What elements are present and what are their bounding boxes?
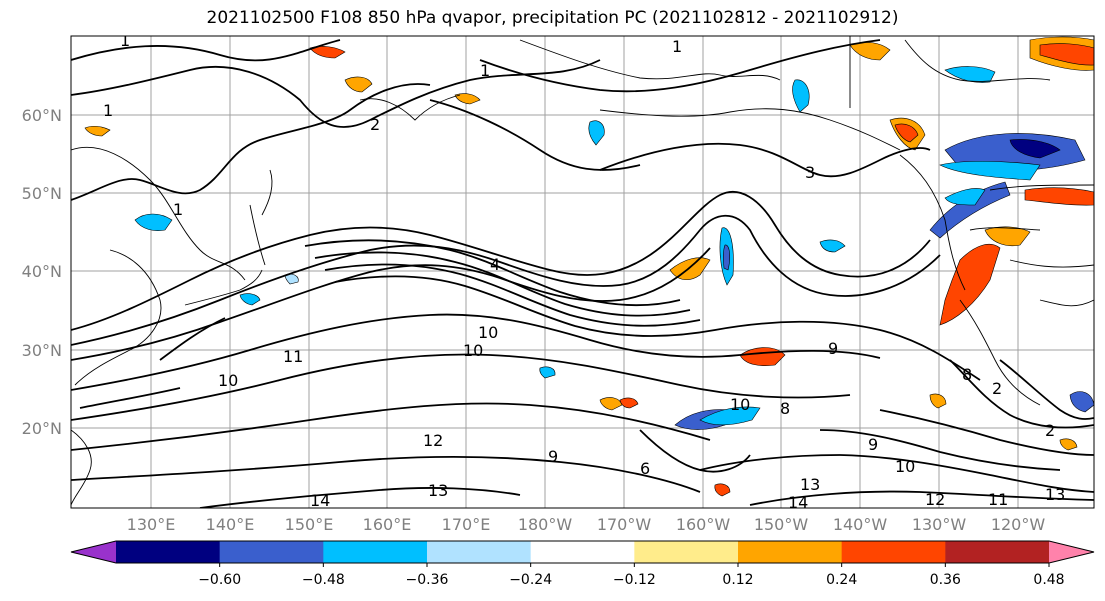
colorbar-tick-label: −0.24 — [509, 572, 552, 588]
map-panel: 1 1 1 1 2 3 4 10 10 11 10 12 13 14 9 9 9… — [71, 31, 1094, 512]
colorbar-segment — [634, 541, 739, 563]
contour-label: 10 — [218, 371, 238, 390]
contour-label: 13 — [428, 481, 448, 500]
contour-label: 1 — [103, 101, 113, 120]
lon-label: 140°W — [833, 515, 888, 534]
colorbar-tick-label: −0.60 — [198, 572, 241, 588]
lon-label: 120°W — [991, 515, 1046, 534]
colorbar-tick-label: 0.24 — [826, 572, 857, 588]
colorbar-tick-label: 0.48 — [1033, 572, 1064, 588]
qvapor-contours — [71, 39, 1094, 508]
contour-label: 10 — [463, 341, 483, 360]
colorbar-extend-min — [71, 541, 116, 563]
map-frame — [70, 35, 1095, 509]
lon-label: 150°W — [754, 515, 809, 534]
lon-label: 140°E — [206, 515, 255, 534]
colorbar-outline — [70, 540, 1095, 564]
lon-label: 170°E — [442, 515, 491, 534]
gridlines — [71, 36, 1094, 508]
colorbar-tick-label: −0.12 — [613, 572, 656, 588]
colorbar-tick-label: −0.36 — [406, 572, 449, 588]
colorbar: −0.60 −0.48 −0.36 −0.24 −0.12 0.12 0.24 0.36 0.4… — [70, 540, 1095, 588]
contour-label: 11 — [283, 347, 303, 366]
contour-label: 3 — [805, 163, 815, 182]
lat-label: 20°N — [22, 419, 62, 438]
lat-label: 30°N — [22, 341, 62, 360]
longitude-axis: 130°E 140°E 150°E 160°E 170°E 180°W 170°… — [127, 515, 1046, 534]
contour-label: 9 — [828, 339, 838, 358]
colorbar-segment — [116, 541, 221, 563]
coastlines — [71, 36, 1094, 506]
contour-label: 2 — [1045, 421, 1055, 440]
contour-label: 10 — [895, 457, 915, 476]
lon-label: 160°W — [676, 515, 731, 534]
contour-label: 9 — [548, 447, 558, 466]
latitude-axis: 60°N 50°N 40°N 30°N 20°N — [22, 106, 62, 438]
contour-label: 11 — [988, 490, 1008, 509]
colorbar-segment — [945, 541, 1050, 563]
contour-label: 10 — [730, 395, 750, 414]
colorbar-tick-label: −0.48 — [302, 572, 345, 588]
lon-label: 130°E — [127, 515, 176, 534]
contour-label: 10 — [478, 323, 498, 342]
lon-label: 130°W — [912, 515, 967, 534]
contour-label: 1 — [173, 200, 183, 219]
map-title: 2021102500 F108 850 hPa qvapor, precipit… — [206, 8, 899, 28]
contour-label: 1 — [480, 61, 490, 80]
contour-label: 2 — [992, 379, 1002, 398]
colorbar-segment — [219, 541, 324, 563]
lon-label: 160°E — [363, 515, 412, 534]
colorbar-segment — [323, 541, 428, 563]
colorbar-tick-label: 0.36 — [930, 572, 961, 588]
precipitation-shading — [84, 36, 1094, 497]
colorbar-tick-label: 0.12 — [722, 572, 753, 588]
contour-label: 4 — [490, 255, 500, 274]
colorbar-segment — [530, 541, 635, 563]
contour-labels: 1 1 1 1 2 3 4 10 10 11 10 12 13 14 9 9 9… — [103, 31, 1065, 512]
contour-label: 6 — [640, 459, 650, 478]
contour-label: 14 — [310, 491, 330, 510]
contour-label: 14 — [788, 493, 808, 512]
contour-label: 13 — [800, 475, 820, 494]
lon-label: 150°E — [285, 515, 334, 534]
contour-label: 8 — [780, 399, 790, 418]
lat-label: 50°N — [22, 184, 62, 203]
colorbar-segment — [841, 541, 946, 563]
contour-label: 2 — [370, 115, 380, 134]
contour-label: 8 — [962, 365, 972, 384]
lat-label: 40°N — [22, 262, 62, 281]
contour-label: 9 — [868, 435, 878, 454]
lon-label: 180°W — [518, 515, 573, 534]
lat-label: 60°N — [22, 106, 62, 125]
colorbar-segment — [738, 541, 843, 563]
contour-label: 12 — [925, 490, 945, 509]
contour-label: 12 — [423, 431, 443, 450]
contour-label: 13 — [1045, 485, 1065, 504]
colorbar-segment — [427, 541, 532, 563]
colorbar-extend-max — [1049, 541, 1094, 563]
contour-label: 1 — [672, 37, 682, 56]
lon-label: 170°W — [597, 515, 652, 534]
contour-label: 1 — [120, 31, 130, 50]
